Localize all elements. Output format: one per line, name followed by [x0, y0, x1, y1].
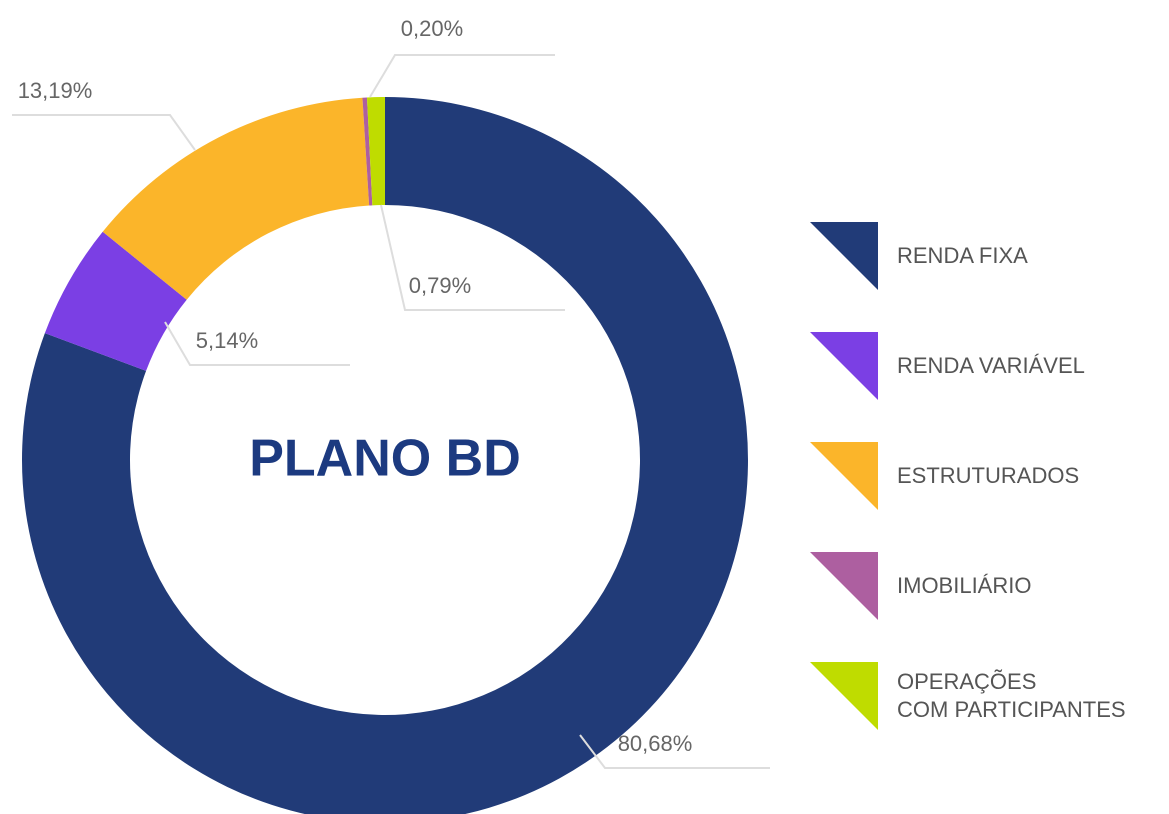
donut-slice — [366, 97, 385, 206]
data-label: 0,20% — [401, 16, 463, 41]
donut-slice — [44, 231, 187, 371]
leader-line — [369, 54, 555, 98]
legend-label: OPERAÇÕES COM PARTICIPANTES — [897, 669, 1126, 722]
donut-slice — [102, 97, 370, 300]
legend-swatch — [810, 222, 878, 290]
data-label: 5,14% — [196, 328, 258, 353]
leader-line — [380, 204, 565, 311]
data-label: 0,79% — [409, 273, 471, 298]
legend-swatch — [810, 332, 878, 400]
legend-swatch — [810, 662, 878, 730]
data-label: 13,19% — [18, 78, 93, 103]
donut-slice — [362, 97, 373, 206]
donut-slice — [22, 97, 748, 814]
legend-label: RENDA VARIÁVEL — [897, 353, 1085, 378]
legend-label: IMOBILIÁRIO — [897, 573, 1032, 598]
legend-swatch — [810, 552, 878, 620]
leader-line — [579, 734, 770, 769]
chart-title: PLANO BD — [249, 430, 521, 488]
leader-line — [164, 321, 350, 366]
legend-label: ESTRUTURADOS — [897, 463, 1080, 488]
legend-label: RENDA FIXA — [897, 243, 1028, 268]
leader-line — [12, 114, 196, 151]
data-label: 80,68% — [618, 731, 693, 756]
legend-swatch — [810, 442, 878, 510]
